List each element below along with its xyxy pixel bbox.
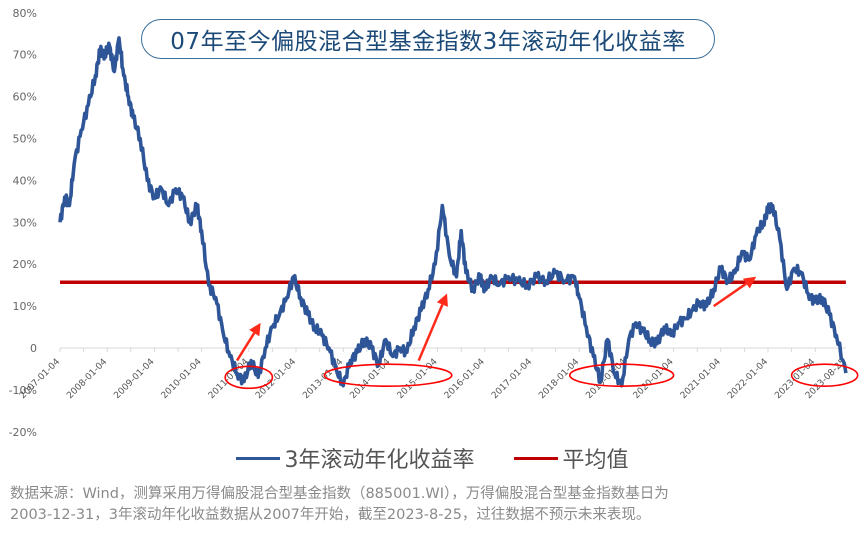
x-tick-label: 2015-01-04	[396, 357, 440, 401]
chart-title: 07年至今偏股混合型基金指数3年滚动年化收益率	[170, 29, 686, 55]
source-note-line-2: 2003-12-31，3年滚动年化收益数据从2007年开始，截至2023-8-2…	[10, 507, 651, 523]
chart-legend: 3年滚动年化收益率 平均值	[0, 442, 865, 474]
y-tick-label: 10%	[13, 300, 37, 313]
legend-item-rolling-return: 3年滚动年化收益率	[236, 442, 474, 474]
x-tick-label: 2022-01-04	[726, 357, 770, 401]
x-tick-label: 2009-01-04	[112, 357, 156, 401]
source-note: 数据来源：Wind，测算采用万得偏股混合型基金指数（885001.WI），万得偏…	[10, 484, 860, 526]
trend-arrow-icon	[249, 322, 261, 337]
trend-arrow-shaft	[713, 282, 748, 308]
highlight-ellipse	[790, 363, 859, 388]
y-tick-label: 80%	[13, 7, 37, 20]
y-tick-label: 70%	[13, 49, 37, 62]
legend-swatch-red	[514, 456, 559, 460]
y-tick-label: -10%	[9, 384, 37, 397]
chart-title-box: 07年至今偏股混合型基金指数3年滚动年化收益率	[141, 19, 715, 59]
x-tick-label: 2021-01-04	[679, 357, 723, 401]
rolling-return-line	[58, 36, 848, 388]
highlight-ellipse	[224, 365, 274, 390]
x-tick-label: 2008-01-04	[65, 357, 109, 401]
y-tick-label: 40%	[13, 174, 37, 187]
y-tick-label: 60%	[13, 91, 37, 104]
highlight-ellipse	[568, 363, 675, 388]
x-tick-label: 2018-01-04	[537, 357, 581, 401]
trend-arrow-icon	[436, 293, 448, 307]
y-tick-label: 30%	[13, 216, 37, 229]
highlight-ellipse	[323, 363, 453, 388]
legend-item-average: 平均值	[514, 442, 629, 474]
y-tick-label: -20%	[9, 426, 37, 439]
y-tick-label: 20%	[13, 258, 37, 271]
legend-label: 3年滚动年化收益率	[284, 448, 475, 473]
x-tick-label: 2010-01-04	[160, 357, 204, 401]
y-tick-label: 0	[30, 342, 37, 355]
legend-label: 平均值	[562, 448, 629, 473]
x-tick-label: 2007-01-04	[18, 357, 62, 401]
x-tick-label: 2017-01-04	[490, 357, 534, 401]
y-tick-label: 50%	[13, 133, 37, 146]
trend-arrow-icon	[742, 276, 757, 289]
trend-arrow-shaft	[417, 304, 444, 362]
trend-arrow-shaft	[235, 332, 256, 362]
source-note-line-1: 数据来源：Wind，测算采用万得偏股混合型基金指数（885001.WI），万得偏…	[10, 486, 669, 502]
legend-swatch-blue	[236, 456, 281, 460]
